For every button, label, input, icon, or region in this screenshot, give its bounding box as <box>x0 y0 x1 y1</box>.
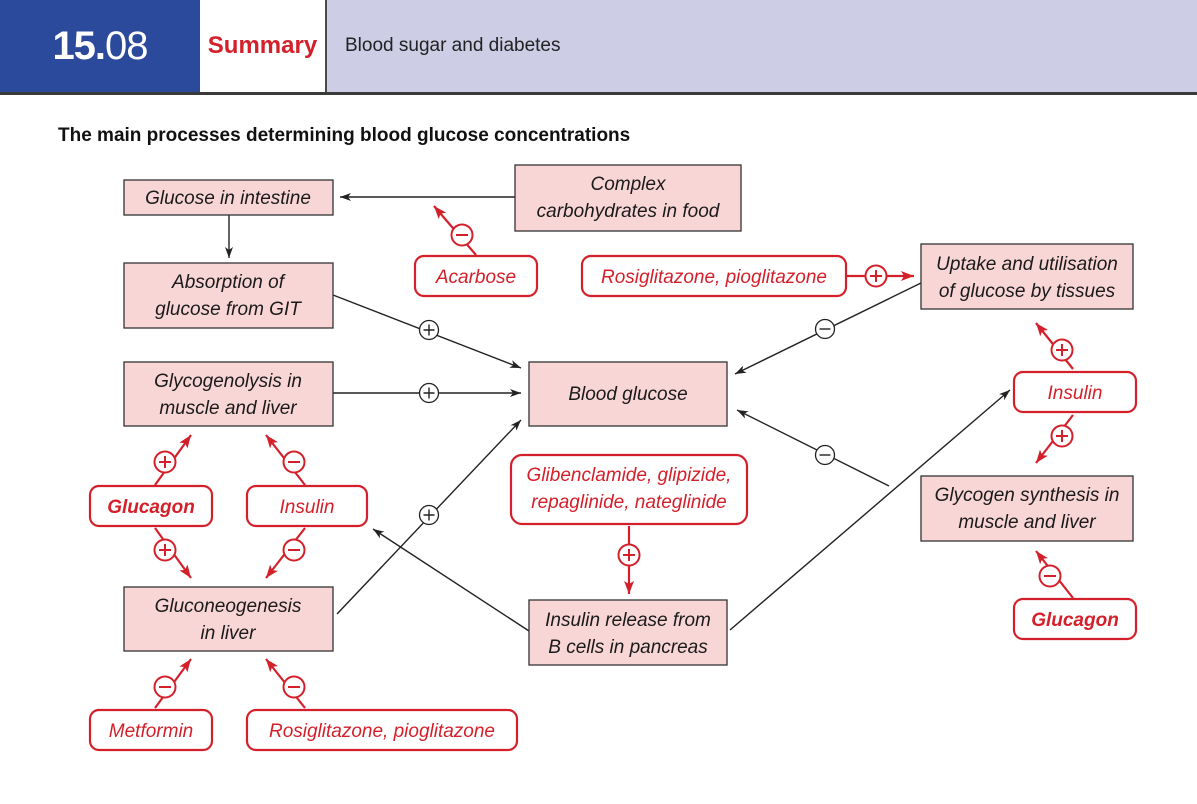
drug-acarbose-label: Acarbose <box>435 267 516 288</box>
section-number: 15. 08 <box>0 0 200 92</box>
plus-symbol-insulin-uptake <box>1050 338 1074 362</box>
section-number-major: 15. <box>52 23 106 68</box>
minus-symbol-acarbose <box>450 223 474 247</box>
arrow-release-to-insulin-right <box>729 389 1011 631</box>
drug-insulin-right: Insulin <box>1012 370 1138 414</box>
section-label: Summary <box>200 0 327 92</box>
plus-symbol-glucagon-gluconeogenesis <box>153 538 177 562</box>
minus-symbol-rosi-bottom <box>282 675 306 699</box>
box-glycogen-synthesis: Glycogen synthesis in muscle and liver <box>920 475 1134 542</box>
drug-sulfonylureas-line-1: Glibenclamide, glipizide, <box>527 465 732 486</box>
box-uptake-line-1: Uptake and utilisation <box>936 254 1118 275</box>
drug-acarbose: Acarbose <box>413 254 539 298</box>
drug-insulin-right-label: Insulin <box>1048 383 1103 404</box>
drug-insulin-left-label: Insulin <box>280 497 335 518</box>
minus-symbol-glucagon-synthesis <box>1038 564 1062 588</box>
plus-symbol-absorption <box>418 319 440 341</box>
drug-sulfonylureas-line-2: repaglinide, nateglinide <box>531 492 726 513</box>
box-gluconeogenesis-line-1: Gluconeogenesis <box>155 596 302 617</box>
box-glucose-intestine-line-1: Glucose in intestine <box>145 188 311 209</box>
drug-sulfonylureas: Glibenclamide, glipizide, repaglinide, n… <box>509 453 749 526</box>
box-complex-carbs-line-1: Complex <box>591 174 667 195</box>
drug-glucagon-right: Glucagon <box>1012 597 1138 641</box>
box-uptake: Uptake and utilisation of glucose by tis… <box>920 243 1134 310</box>
plus-symbol-rosi-top <box>864 264 888 288</box>
plus-symbol-insulin-synthesis <box>1050 424 1074 448</box>
drug-rosiglitazone-top: Rosiglitazone, pioglitazone <box>580 254 848 298</box>
box-glucose-intestine: Glucose in intestine <box>123 179 334 216</box>
arrow-release-to-insulin-left <box>372 528 530 632</box>
box-complex-carbs: Complex carbohydrates in food <box>514 164 742 232</box>
plus-symbol-sulfonylureas <box>617 543 641 567</box>
section-number-minor: 08 <box>105 23 148 68</box>
drug-glucagon-right-label: Glucagon <box>1031 610 1119 631</box>
diagram-title: The main processes determining blood glu… <box>58 125 631 146</box>
drug-insulin-left: Insulin <box>245 484 369 528</box>
minus-symbol-insulin-glycogenolysis <box>282 450 306 474</box>
box-gluconeogenesis: Gluconeogenesis in liver <box>123 586 334 652</box>
minus-symbol-insulin-gluconeogenesis <box>282 538 306 562</box>
drug-glucagon-left: Glucagon <box>88 484 214 528</box>
plus-symbol-gluconeogenesis <box>418 504 440 526</box>
drug-metformin-label: Metformin <box>109 721 193 742</box>
box-glycogenolysis-line-1: Glycogenolysis in <box>154 371 302 392</box>
box-complex-carbs-line-2: carbohydrates in food <box>537 201 721 222</box>
box-glycogen-synthesis-line-2: muscle and liver <box>958 512 1096 533</box>
minus-symbol-metformin <box>153 675 177 699</box>
box-blood-glucose: Blood glucose <box>528 361 728 427</box>
drug-rosiglitazone-bottom: Rosiglitazone, pioglitazone <box>245 708 519 752</box>
minus-symbol-uptake <box>814 318 836 340</box>
box-insulin-release-line-2: B cells in pancreas <box>548 637 708 658</box>
arrow-synthesis-to-blood <box>736 409 890 487</box>
header-rule <box>0 92 1197 95</box>
box-glycogen-synthesis-line-1: Glycogen synthesis in <box>935 485 1120 506</box>
box-absorption-line-1: Absorption of <box>171 272 286 293</box>
plus-symbol-glucagon-glycogenolysis <box>153 450 177 474</box>
box-absorption-line-2: glucose from GIT <box>155 299 302 320</box>
drug-rosiglitazone-top-label: Rosiglitazone, pioglitazone <box>601 267 827 288</box>
plus-symbol-glycogenolysis <box>418 382 440 404</box>
box-uptake-line-2: of glucose by tissues <box>939 281 1116 302</box>
box-blood-glucose-line-1: Blood glucose <box>568 384 687 405</box>
box-glycogenolysis: Glycogenolysis in muscle and liver <box>123 361 334 427</box>
box-absorption: Absorption of glucose from GIT <box>123 262 334 329</box>
box-insulin-release-line-1: Insulin release from <box>545 610 711 631</box>
box-glycogenolysis-line-2: muscle and liver <box>159 398 297 419</box>
drug-glucagon-left-label: Glucagon <box>107 497 195 518</box>
section-topic: Blood sugar and diabetes <box>327 0 1197 92</box>
minus-symbol-synthesis <box>814 444 836 466</box>
box-gluconeogenesis-line-2: in liver <box>201 623 257 644</box>
drug-metformin: Metformin <box>88 708 214 752</box>
box-insulin-release: Insulin release from B cells in pancreas <box>528 599 728 666</box>
drug-rosiglitazone-bottom-label: Rosiglitazone, pioglitazone <box>269 721 495 742</box>
